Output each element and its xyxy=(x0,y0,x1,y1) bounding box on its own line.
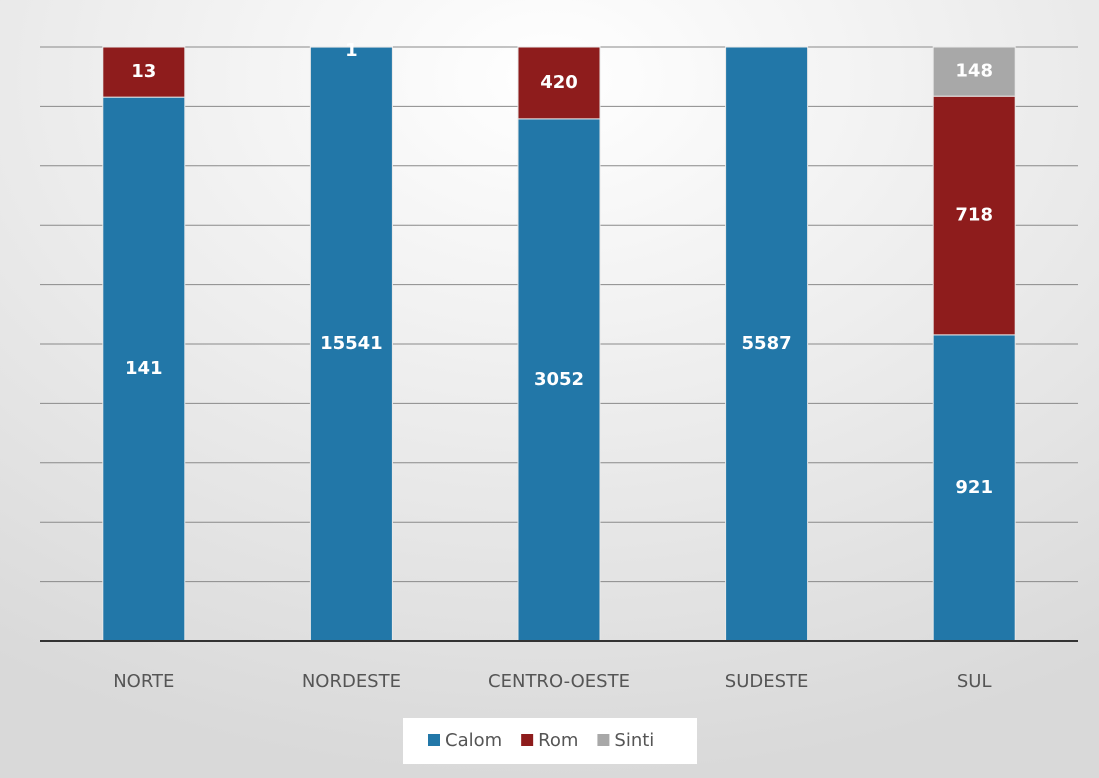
x-tick-label: SUL xyxy=(957,671,992,692)
bar-segment xyxy=(932,46,1016,97)
legend-label: Rom xyxy=(538,730,578,751)
x-tick-label: NORTE xyxy=(113,671,174,692)
legend-box xyxy=(403,718,697,764)
data-label: 921 xyxy=(955,477,993,498)
bar-segment xyxy=(517,46,601,120)
legend-label: Sinti xyxy=(614,730,654,751)
data-label: 5587 xyxy=(742,333,792,354)
data-label: 718 xyxy=(955,205,993,226)
data-label: 3052 xyxy=(534,369,584,390)
bar-segment xyxy=(309,46,393,642)
legend-swatch xyxy=(428,734,440,746)
legend-swatch xyxy=(521,734,534,746)
data-label: 141 xyxy=(125,358,163,379)
x-tick-label: NORDESTE xyxy=(302,671,401,692)
bar-segment xyxy=(932,334,1016,642)
data-label: 1 xyxy=(345,40,358,61)
x-tick-label: SUDESTE xyxy=(725,671,809,692)
bar-segment xyxy=(102,46,186,98)
bar-segment xyxy=(102,96,186,642)
data-label: 13 xyxy=(131,61,156,82)
x-tick-label: CENTRO-OESTE xyxy=(488,671,630,692)
legend-swatch xyxy=(597,734,610,746)
data-label: 15541 xyxy=(320,333,383,354)
legend-label: Calom xyxy=(445,730,502,751)
bar-segment xyxy=(932,95,1016,336)
bar-segment xyxy=(725,46,809,642)
data-label: 148 xyxy=(955,61,993,82)
data-label: 420 xyxy=(540,72,578,93)
bar-segment xyxy=(517,118,601,642)
